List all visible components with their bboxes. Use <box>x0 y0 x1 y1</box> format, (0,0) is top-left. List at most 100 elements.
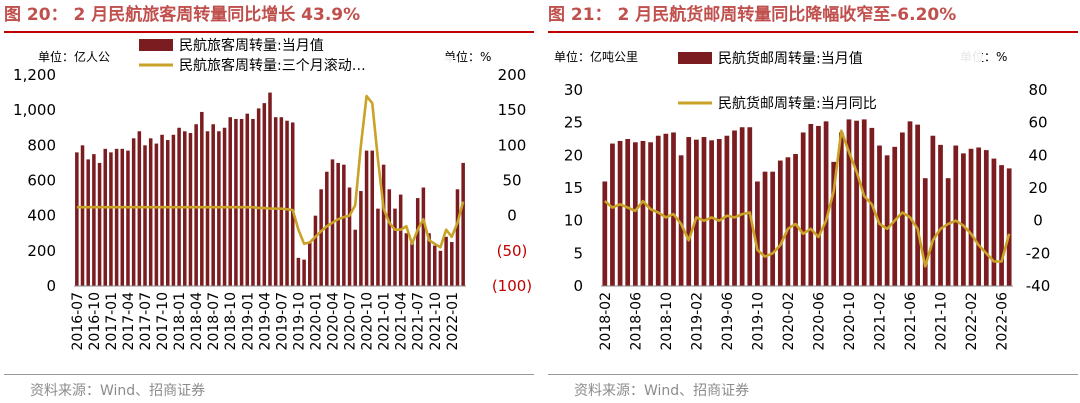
bar <box>194 124 198 286</box>
line-series-path <box>603 129 1011 268</box>
legend-label: 民航货邮周转量:当月同比 <box>718 95 877 112</box>
bar <box>268 92 272 286</box>
bar <box>884 155 890 286</box>
bar <box>137 131 142 286</box>
footer-divider <box>548 374 1078 375</box>
y-right-tick-label: 20 <box>1028 179 1047 197</box>
title-divider <box>548 31 1078 33</box>
bar <box>347 187 352 286</box>
bar <box>234 118 238 287</box>
bar <box>755 181 760 286</box>
bar <box>245 113 250 287</box>
x-tick-label: 2018-02 <box>598 292 614 351</box>
x-tick-label: 2020-07 <box>343 292 359 351</box>
bar <box>785 157 791 286</box>
bar <box>256 108 261 286</box>
x-tick-label: 2016-10 <box>87 292 103 351</box>
x-tick-label: 2019-04 <box>257 292 273 351</box>
legend-swatch-bar <box>678 52 712 64</box>
bar <box>342 164 346 286</box>
bar <box>671 132 676 286</box>
x-tick-label: 2019-01 <box>240 292 256 351</box>
y-left-tick-label: 1,000 <box>13 101 56 119</box>
y-right-tick-label: -40 <box>1026 277 1051 295</box>
y-left-tick-label: 600 <box>27 172 56 190</box>
x-tick-label: 2019-02 <box>689 292 705 351</box>
left-axis-unit: 单位：亿人公 <box>38 49 110 64</box>
bar <box>808 123 814 286</box>
x-tick-label: 2018-01 <box>172 292 188 351</box>
x-tick-label: 2020-02 <box>781 292 797 351</box>
y-left-tick-label: 30 <box>564 81 583 99</box>
right-panel: 图 21： 2 月民航货邮周转量同比降幅收窄至-6.20% 单位：亿吨公里 单位：… <box>548 0 1078 403</box>
bar <box>999 165 1004 286</box>
bar <box>976 147 982 286</box>
bar <box>747 127 753 287</box>
bar <box>915 124 920 286</box>
bar <box>444 236 448 286</box>
y-right-tick-label: 0 <box>1033 212 1043 230</box>
bar <box>415 198 420 286</box>
bar <box>410 240 414 286</box>
bar <box>450 242 454 286</box>
bar <box>143 145 147 286</box>
bar <box>762 171 768 286</box>
bar <box>217 131 221 286</box>
passenger-turnover-chart: 单位：亿人公 单位：% 0 200 400 600 800 1,000 1,200 (100) (5… <box>13 36 532 351</box>
x-tick-label: 2019-06 <box>720 292 736 351</box>
y-left-tick-label: 10 <box>564 212 583 230</box>
bar <box>617 140 623 286</box>
bar <box>188 133 193 286</box>
bar <box>602 181 608 286</box>
bar <box>625 139 631 286</box>
bar <box>854 120 859 287</box>
bar <box>838 132 844 286</box>
y-left-tick-label: 400 <box>27 207 56 225</box>
bar <box>823 121 829 286</box>
bar <box>455 189 460 286</box>
x-tick-label: 2018-10 <box>659 292 675 351</box>
bar <box>336 162 340 286</box>
x-tick-label: 2021-10 <box>934 292 950 351</box>
y-right-tick-label: 80 <box>1028 81 1047 99</box>
y-right-tick-label: 60 <box>1028 114 1047 132</box>
x-tick-label: 2021-07 <box>411 292 427 351</box>
bar <box>892 146 898 286</box>
bar <box>991 158 997 286</box>
bar <box>922 178 928 286</box>
y-right-tick-label: 150 <box>498 101 527 119</box>
bar <box>200 111 204 287</box>
bar <box>308 242 312 286</box>
bar <box>183 131 187 286</box>
bar <box>404 233 409 286</box>
bar <box>1006 168 1012 286</box>
bar <box>709 140 714 286</box>
bar <box>114 148 119 286</box>
x-tick-label: 2022-02 <box>964 292 980 351</box>
y-right-tick-label: 0 <box>507 207 517 225</box>
bar <box>900 132 905 286</box>
left-panel: 图 20： 2 月民航旅客周转量同比增长 43.9% 单位：亿人公 单位：% 0 20… <box>4 0 534 403</box>
bar <box>861 119 867 287</box>
bar <box>370 150 375 286</box>
source-note: 资料来源：Wind、招商证券 <box>574 383 750 399</box>
line-series-path <box>76 94 465 249</box>
bar <box>228 117 232 286</box>
bar <box>686 137 692 286</box>
bar <box>816 125 821 287</box>
bar <box>251 118 255 287</box>
bar <box>427 233 431 286</box>
bar <box>831 161 837 286</box>
bar <box>732 130 737 286</box>
footer-divider <box>4 374 534 375</box>
bar <box>648 142 653 286</box>
bar <box>325 171 329 286</box>
x-tick-label: 2021-04 <box>394 292 410 351</box>
bar <box>421 187 426 286</box>
x-tick-label: 2019-10 <box>750 292 766 351</box>
x-tick-label: 2021-06 <box>903 292 919 351</box>
bar <box>75 152 79 286</box>
cargo-turnover-chart: 单位：亿吨公里 单位：%051015202530-40-2002040608020… <box>554 49 1051 351</box>
bar <box>938 144 943 286</box>
bar <box>160 134 164 286</box>
